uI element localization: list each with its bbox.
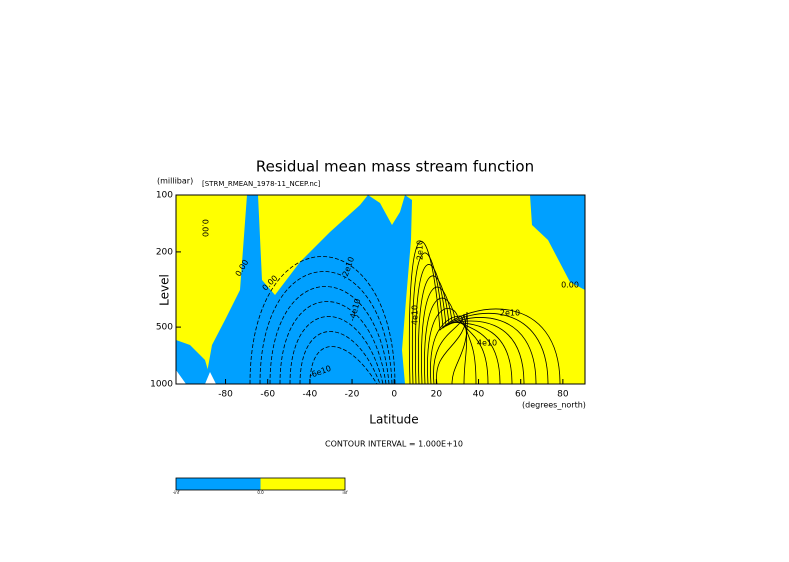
negative-region <box>176 340 212 384</box>
x-unit: (degrees_north) <box>522 401 586 410</box>
contour-label: 0.00 <box>201 219 210 237</box>
x-axis-label: Latitude <box>369 413 418 427</box>
contour-line <box>430 315 477 385</box>
x-tick-label: -60 <box>260 390 275 400</box>
contour-line <box>418 275 525 385</box>
contour-line <box>427 308 489 385</box>
plot-frame <box>175 194 586 385</box>
colorbar-label: 0.0 <box>257 490 264 495</box>
x-tick-label: 20 <box>431 390 443 400</box>
contour-line <box>299 331 381 385</box>
contour-label: 4e10 <box>411 305 420 325</box>
colorbar-frame <box>175 477 346 491</box>
contour-label: 4e10 <box>477 339 497 348</box>
x-tick-label: 0 <box>391 390 397 400</box>
contour-line <box>289 316 384 385</box>
chart-title: Residual mean mass stream function <box>256 158 534 176</box>
y-axis-label: Level <box>158 274 172 306</box>
x-tick-label: 60 <box>515 390 527 400</box>
y-tick-label: 100 <box>156 191 173 201</box>
x-tick-label: -40 <box>303 390 318 400</box>
colorbar-label: inf <box>342 490 348 495</box>
contour-line <box>433 313 468 385</box>
contour-line <box>309 346 378 385</box>
colorbar-label: -inf <box>173 490 180 495</box>
contour-line <box>436 311 468 385</box>
negative-region <box>530 195 585 290</box>
contour-line <box>279 301 387 385</box>
contour-line <box>412 252 549 385</box>
contour-line <box>269 286 390 385</box>
colorbar-swatch <box>260 478 345 490</box>
y-tick-label: 200 <box>156 247 173 257</box>
contour-label: 2e10 <box>500 309 520 318</box>
contour-line <box>424 297 501 385</box>
x-tick-label: 40 <box>473 390 485 400</box>
missing-region <box>176 370 216 384</box>
y-tick-label: 1000 <box>150 380 173 390</box>
y-tick-label: 500 <box>156 323 173 333</box>
negative-region <box>205 195 412 384</box>
contour-label: 0.00 <box>561 281 579 290</box>
footer: CONTOUR INTERVAL = 1.000E+10 <box>325 440 463 449</box>
contour-line <box>415 264 537 385</box>
x-tick-label: 80 <box>557 390 569 400</box>
y-unit: (millibar) <box>157 177 193 186</box>
colorbar-swatch <box>176 478 261 490</box>
x-tick-label: -80 <box>218 390 233 400</box>
x-tick-label: -20 <box>345 390 360 400</box>
subtitle: [STRM_RMEAN_1978-11_NCEP.nc] <box>202 180 321 188</box>
contour-line <box>408 241 561 385</box>
contour-line <box>421 286 513 385</box>
contour-line <box>249 256 396 385</box>
contour-label: 2e10 <box>416 240 425 260</box>
